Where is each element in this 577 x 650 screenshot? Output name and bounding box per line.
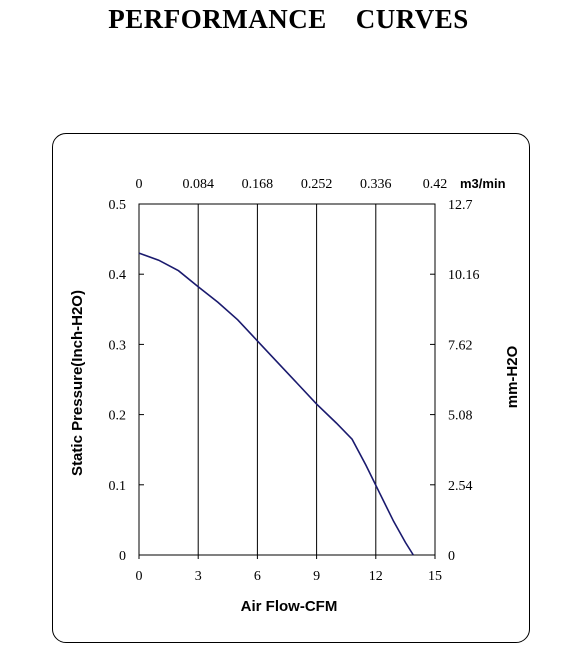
x2-axis-unit-label: m3/min (460, 176, 506, 191)
x-tick-label: 9 (313, 569, 320, 584)
y-tick-label: 0.5 (109, 198, 127, 213)
x-tick-label: 15 (428, 569, 442, 584)
x-tick-label: 0 (136, 569, 143, 584)
tick-layer: 0 3 6 9 12 15 0 0.084 0.168 0.252 0.336 0.42 0 0.1 0.2… (109, 177, 480, 584)
grid-layer (197, 204, 377, 555)
y-tick-label: 0.3 (109, 338, 127, 353)
x2-tick-label: 0.42 (423, 177, 448, 192)
y2-tick-label: 2.54 (448, 479, 473, 494)
plot-area (138, 203, 436, 556)
x-tick-label: 3 (195, 569, 202, 584)
x-tick-label: 6 (254, 569, 261, 584)
x2-tick-label: 0.084 (182, 177, 214, 192)
y2-axis-label: mm-H2O (504, 345, 521, 408)
x2-tick-label: 0 (136, 177, 143, 192)
x2-tick-label: 0.252 (301, 177, 333, 192)
page-title: PERFORMANCE CURVES (108, 4, 469, 34)
y-tick-label: 0.2 (109, 409, 127, 424)
y2-tick-label: 7.62 (448, 338, 473, 353)
x-tick-label: 12 (369, 569, 383, 584)
y-axis-label: Static Pressure(Inch-H2O) (69, 290, 86, 476)
y2-tick-label: 5.08 (448, 409, 473, 424)
y2-tick-label: 0 (448, 549, 455, 564)
x2-tick-label: 0.168 (242, 177, 274, 192)
y-tick-label: 0.1 (109, 479, 127, 494)
chart-frame (52, 133, 530, 643)
x2-tick-label: 0.336 (360, 177, 392, 192)
x-axis-label: Air Flow-CFM (241, 598, 338, 615)
pressure-curve-line (138, 252, 414, 556)
y-tick-label: 0.4 (109, 268, 127, 283)
y2-tick-label: 10.16 (448, 268, 480, 283)
y2-tick-label: 12.7 (448, 198, 473, 213)
y-tick-label: 0 (119, 549, 126, 564)
